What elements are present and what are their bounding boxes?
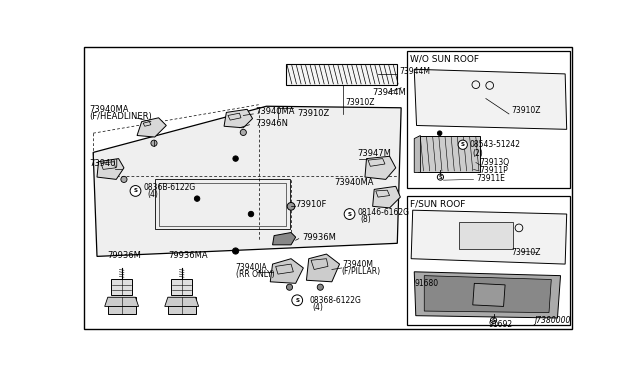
Text: 0836B-6122G: 0836B-6122G — [143, 183, 195, 192]
Text: S: S — [348, 212, 351, 217]
Bar — [406, 51, 570, 188]
Text: 73940JA: 73940JA — [236, 263, 268, 272]
Polygon shape — [414, 69, 566, 129]
Circle shape — [232, 248, 239, 254]
Bar — [420, 137, 478, 171]
Text: 73944M: 73944M — [372, 88, 406, 97]
Text: 73910F: 73910F — [296, 200, 327, 209]
Bar — [406, 196, 570, 325]
Polygon shape — [424, 276, 551, 312]
Text: (4): (4) — [147, 190, 158, 199]
Polygon shape — [411, 210, 566, 264]
Text: W/O SUN ROOF: W/O SUN ROOF — [410, 55, 479, 64]
Text: 73910Z: 73910Z — [511, 106, 541, 115]
Bar — [459, 222, 513, 249]
Text: 73913Q: 73913Q — [479, 158, 509, 167]
Text: 79936MA: 79936MA — [168, 251, 207, 260]
Bar — [155, 179, 289, 230]
Polygon shape — [273, 232, 296, 245]
Text: S: S — [461, 142, 465, 147]
Polygon shape — [93, 106, 401, 256]
Text: S: S — [295, 298, 300, 303]
Circle shape — [240, 129, 246, 135]
Polygon shape — [137, 118, 166, 137]
Circle shape — [287, 202, 295, 210]
Polygon shape — [473, 283, 505, 307]
Text: (8): (8) — [360, 215, 371, 224]
Text: 73940MA: 73940MA — [90, 105, 129, 114]
Polygon shape — [168, 297, 196, 314]
Circle shape — [317, 284, 323, 290]
Circle shape — [248, 211, 253, 217]
Text: 79936M: 79936M — [302, 232, 336, 242]
Polygon shape — [307, 254, 340, 282]
Text: (4): (4) — [312, 303, 323, 312]
Text: 73911E: 73911E — [476, 174, 505, 183]
Circle shape — [151, 140, 157, 146]
Text: (F/HEADLINER): (F/HEADLINER) — [90, 112, 152, 121]
Text: 73940MA: 73940MA — [335, 178, 374, 187]
Bar — [418, 135, 480, 173]
Bar — [159, 183, 285, 225]
Text: 73944M: 73944M — [399, 67, 430, 76]
Circle shape — [233, 156, 238, 161]
Circle shape — [287, 284, 292, 290]
Text: 79936M: 79936M — [108, 251, 141, 260]
Polygon shape — [414, 272, 561, 318]
Text: (F/PILLAR): (F/PILLAR) — [342, 266, 381, 276]
Text: (RR ONLY): (RR ONLY) — [236, 270, 274, 279]
Text: 73947M: 73947M — [357, 150, 391, 158]
Polygon shape — [372, 186, 401, 208]
Bar — [285, 64, 397, 86]
Polygon shape — [111, 279, 132, 295]
Polygon shape — [414, 135, 420, 173]
Text: 08543-51242: 08543-51242 — [470, 140, 521, 149]
Polygon shape — [270, 259, 303, 283]
Text: 73911P: 73911P — [479, 166, 508, 174]
Circle shape — [292, 295, 303, 306]
Text: (2): (2) — [473, 150, 483, 158]
Text: 73910Z: 73910Z — [297, 109, 330, 118]
Text: 73910Z: 73910Z — [511, 248, 541, 257]
Text: 91692: 91692 — [488, 320, 512, 328]
Polygon shape — [97, 158, 124, 179]
Text: 73910Z: 73910Z — [345, 98, 374, 107]
Polygon shape — [105, 297, 139, 307]
Circle shape — [130, 186, 141, 196]
Text: 73940J: 73940J — [90, 160, 118, 169]
Text: 08146-6162G: 08146-6162G — [357, 208, 409, 217]
Circle shape — [344, 209, 355, 219]
Text: 91680: 91680 — [414, 279, 438, 288]
Text: F/SUN ROOF: F/SUN ROOF — [410, 199, 466, 208]
Polygon shape — [224, 109, 253, 128]
Text: 73946N: 73946N — [255, 119, 288, 128]
Polygon shape — [171, 279, 193, 295]
Text: 73940MA: 73940MA — [255, 107, 294, 116]
Text: S: S — [492, 318, 495, 323]
Circle shape — [458, 140, 467, 150]
Text: S: S — [134, 189, 138, 193]
Text: J7380000: J7380000 — [534, 316, 570, 325]
Circle shape — [437, 131, 442, 135]
Circle shape — [121, 176, 127, 183]
Text: S: S — [438, 174, 442, 180]
Text: 73940M: 73940M — [342, 260, 373, 269]
Polygon shape — [365, 156, 396, 179]
Polygon shape — [108, 297, 136, 314]
Circle shape — [195, 196, 200, 201]
Polygon shape — [164, 297, 198, 307]
Text: 08368-6122G: 08368-6122G — [310, 296, 362, 305]
